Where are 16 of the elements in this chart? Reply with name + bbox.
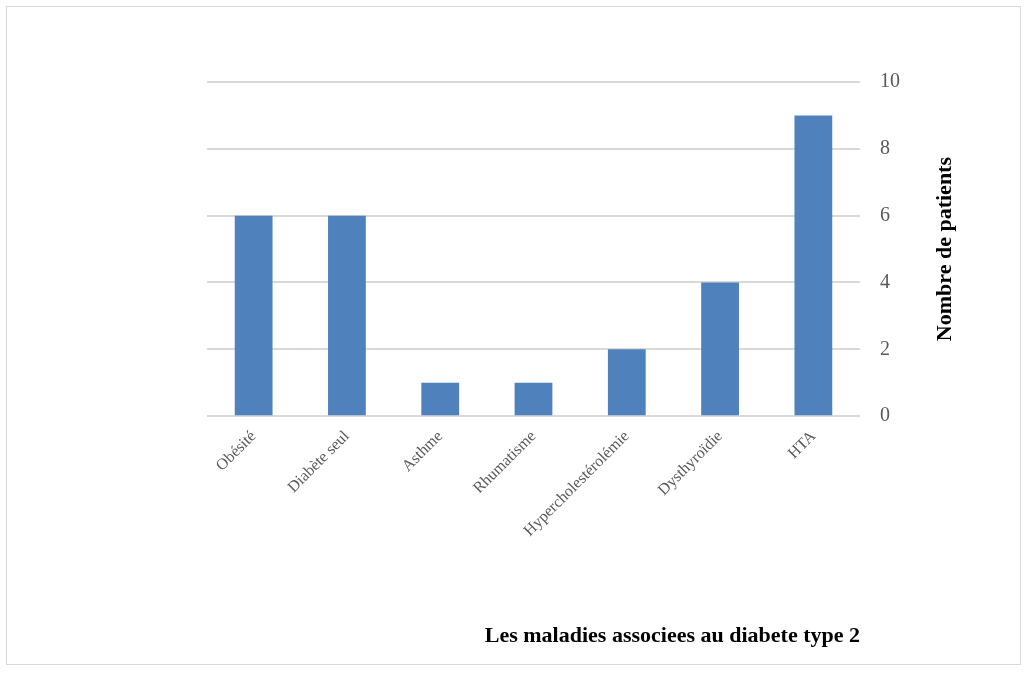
bar: [514, 382, 553, 416]
bar: [234, 215, 273, 416]
y-tick-label: 0: [880, 403, 890, 426]
x-axis-title: Les maladies associees au diabete type 2: [484, 622, 860, 648]
y-tick-label: 2: [880, 336, 890, 359]
y-tick-label: 8: [880, 136, 890, 159]
bar: [701, 282, 739, 416]
bar: [421, 382, 460, 416]
x-tick-label: HTA: [784, 426, 819, 462]
bar: [328, 215, 366, 416]
y-tick-label: 4: [880, 269, 890, 292]
y-tick-label: 6: [880, 202, 890, 225]
bar: [794, 115, 833, 416]
y-axis-title: Nombre de patients: [930, 156, 956, 342]
y-tick-label: 10: [880, 69, 900, 92]
bar: [607, 349, 646, 416]
